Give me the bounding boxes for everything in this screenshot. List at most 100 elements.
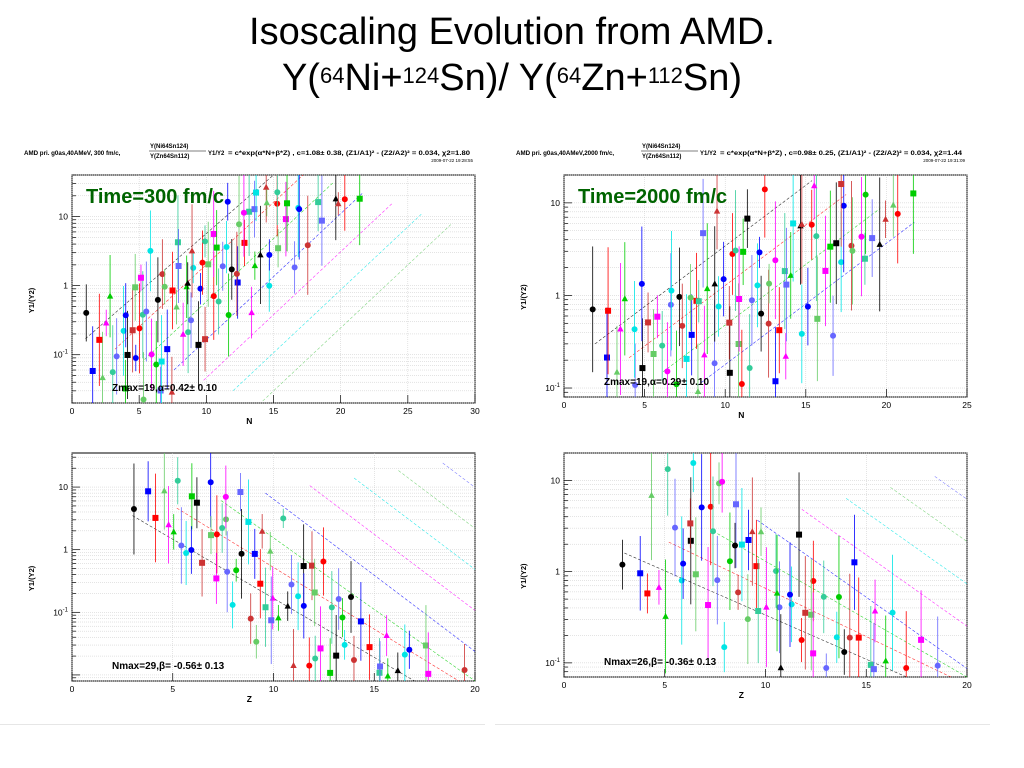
data-point	[304, 242, 311, 249]
data-point	[245, 518, 252, 525]
data-point	[726, 369, 733, 376]
data-point	[664, 466, 671, 473]
data-point	[781, 268, 788, 275]
data-point	[732, 247, 739, 254]
data-point	[798, 220, 806, 227]
data-point	[268, 617, 275, 624]
data-point	[341, 641, 348, 648]
header-timestamp: 2009-07-22 19:31:09	[923, 158, 965, 163]
data-point	[109, 369, 116, 376]
title-part: Sn)/ Y(	[439, 57, 557, 99]
data-point	[808, 221, 815, 228]
data-point	[274, 189, 281, 196]
data-point	[341, 196, 348, 203]
data-point	[401, 651, 408, 658]
data-point	[143, 308, 150, 315]
data-point	[169, 287, 176, 294]
data-point	[253, 638, 260, 645]
data-point	[695, 298, 702, 305]
data-point	[185, 329, 192, 336]
fit-line	[624, 552, 907, 678]
data-point	[193, 499, 200, 506]
data-point	[644, 590, 651, 597]
data-point	[605, 307, 612, 314]
x-tick-label: 15	[269, 406, 279, 416]
data-point	[267, 547, 274, 554]
data-point	[284, 200, 291, 207]
data-point	[124, 351, 131, 358]
fit-line	[594, 180, 813, 345]
data-point	[934, 662, 941, 669]
data-point	[179, 330, 187, 337]
data-point	[320, 558, 327, 565]
data-point	[841, 649, 848, 656]
title-part: Sn)	[682, 57, 743, 99]
data-point	[290, 661, 297, 668]
y-tick-label: 10-1	[545, 383, 560, 393]
data-point	[827, 243, 834, 250]
data-point	[164, 346, 171, 353]
x-tick-label: 20	[962, 680, 972, 690]
data-point	[603, 354, 610, 361]
data-point	[710, 528, 717, 535]
data-point	[726, 319, 733, 326]
chart-header: AMD pri. g0as,40AMeV,2000 fm/c, Y(Ni64Sn1…	[516, 144, 965, 163]
data-point	[350, 656, 357, 663]
x-tick-label: 15	[370, 684, 380, 694]
grid-lines	[563, 452, 968, 678]
data-point	[763, 603, 770, 610]
data-point	[168, 388, 176, 395]
fit-result-label: Nmax=26,β= -0.36± 0.13	[604, 657, 717, 668]
data-point	[311, 589, 318, 596]
data-point	[700, 230, 707, 237]
data-point	[153, 361, 160, 368]
data-point	[251, 206, 258, 213]
header-text: AMD pri. g0as,40AMeV, 300 fm/c,	[24, 150, 121, 157]
data-point	[719, 478, 726, 485]
data-point	[213, 531, 220, 538]
data-point	[811, 182, 818, 189]
data-point	[787, 271, 794, 278]
x-axis-label: Z	[247, 694, 252, 704]
data-point	[654, 313, 661, 320]
x-tick-label: 15	[801, 400, 811, 410]
data-point	[161, 487, 168, 494]
data-point	[229, 601, 236, 608]
fit-line	[934, 476, 968, 500]
x-tick-label: 15	[862, 680, 872, 690]
data-point	[122, 385, 129, 392]
x-tick-label: 20	[336, 406, 346, 416]
data-point	[188, 493, 195, 500]
fit-line	[232, 214, 422, 391]
data-point	[753, 563, 760, 570]
data-point	[233, 270, 240, 277]
data-point	[266, 282, 273, 289]
data-point	[157, 387, 164, 394]
chart-panel-z-300: 0 5 10 15 20 10-1 1 10 Z Y1/(Y2) Nmax=29,β= -0.56±…	[20, 445, 485, 715]
data-point	[251, 262, 259, 269]
data-point	[219, 263, 226, 270]
time-label: Time=300 fm/c	[86, 186, 224, 208]
fit-line	[712, 530, 968, 678]
data-point	[755, 607, 762, 614]
data-point	[621, 295, 629, 302]
x-tick-label: 0	[70, 684, 75, 694]
data-point	[589, 306, 596, 313]
data-point	[756, 249, 763, 256]
data-point	[357, 618, 364, 625]
data-point	[188, 317, 195, 324]
data-point	[638, 280, 645, 287]
data-point	[130, 505, 137, 512]
data-point	[145, 488, 152, 495]
x-tick-label: 30	[470, 406, 480, 416]
data-point	[258, 527, 266, 534]
data-point	[257, 580, 264, 587]
data-point	[617, 325, 624, 332]
data-point	[732, 542, 739, 549]
data-point	[808, 611, 815, 618]
data-point	[870, 666, 877, 673]
data-point	[736, 296, 743, 303]
data-point	[219, 525, 226, 532]
data-point	[772, 378, 779, 385]
data-point	[339, 614, 346, 621]
